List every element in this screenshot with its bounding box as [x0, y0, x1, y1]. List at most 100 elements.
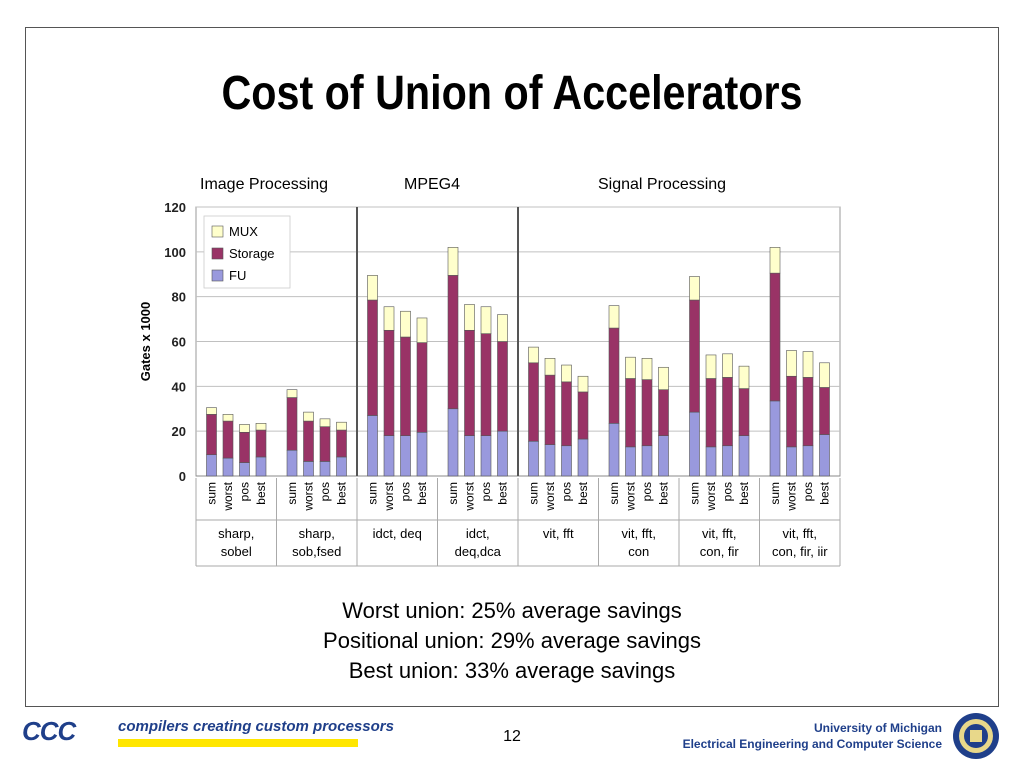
- bar-segment-fu: [769, 400, 781, 477]
- bar-segment-mux: [480, 306, 492, 334]
- bar-segment-fu: [641, 445, 653, 477]
- bar-segment-mux: [206, 407, 217, 415]
- category-label: pos: [399, 482, 413, 501]
- bar-segment-fu: [689, 411, 700, 477]
- bar-segment-mux: [319, 418, 331, 427]
- category-label: pos: [318, 482, 332, 501]
- group-category-label: con: [628, 544, 649, 559]
- legend-swatch: [211, 269, 224, 282]
- bar-segment-mux: [769, 247, 781, 274]
- department-name: Electrical Engineering and Computer Scie…: [682, 737, 942, 751]
- category-label: best: [657, 481, 671, 504]
- bar-segment-storage: [367, 299, 378, 416]
- bar-segment-fu: [206, 454, 217, 477]
- bar-segment-storage: [383, 329, 395, 436]
- category-label: pos: [238, 482, 252, 501]
- bar-segment-fu: [544, 444, 556, 477]
- bar-segment-storage: [416, 342, 428, 433]
- bar-segment-fu: [722, 445, 733, 477]
- y-tick-label: 120: [164, 200, 186, 215]
- category-label: worst: [221, 481, 235, 511]
- category-label: worst: [463, 481, 477, 511]
- bar-segment-storage: [689, 299, 700, 413]
- bar-segment-storage: [464, 329, 475, 436]
- category-label: worst: [382, 481, 396, 511]
- bar-segment-storage: [769, 272, 781, 402]
- bar-segment-mux: [577, 375, 589, 393]
- bar-segment-mux: [497, 314, 508, 342]
- category-label: pos: [721, 482, 735, 501]
- bar-segment-mux: [625, 356, 636, 379]
- bar-segment-mux: [641, 358, 653, 380]
- summary-worst: Worst union: 25% average savings: [342, 598, 682, 623]
- category-label: best: [576, 481, 590, 504]
- bar-segment-fu: [786, 446, 797, 477]
- bar-segment-mux: [738, 365, 750, 389]
- bar-segment-mux: [447, 247, 459, 276]
- legend-label: Storage: [229, 246, 275, 261]
- group-category-label: idct,: [466, 526, 490, 541]
- bar-segment-mux: [367, 275, 378, 301]
- category-label: sum: [205, 482, 219, 505]
- category-label: pos: [801, 482, 815, 501]
- bar-segment-mux: [222, 414, 234, 422]
- bar-segment-fu: [625, 446, 636, 477]
- bar-segment-fu: [222, 457, 234, 477]
- group-category-label: sharp,: [299, 526, 335, 541]
- bar-segment-storage: [480, 333, 492, 436]
- legend-swatch: [211, 225, 224, 238]
- category-label: best: [737, 481, 751, 504]
- y-tick-label: 0: [179, 469, 186, 484]
- group-category-label: con, fir, iir: [772, 544, 828, 559]
- bar-segment-fu: [367, 415, 378, 477]
- bar-segment-storage: [497, 341, 508, 432]
- category-label: sum: [688, 482, 702, 505]
- bar-segment-fu: [497, 430, 508, 477]
- bar-segment-storage: [561, 381, 572, 447]
- bar-segment-fu: [802, 445, 814, 477]
- bar-segment-storage: [658, 389, 669, 436]
- bar-segment-fu: [383, 435, 395, 477]
- ccc-logo: CCC: [22, 716, 76, 746]
- category-label: worst: [785, 481, 799, 511]
- category-label: sum: [446, 482, 460, 505]
- bar-segment-fu: [416, 431, 428, 477]
- footer-tagline: compilers creating custom processors: [118, 718, 394, 735]
- bar-segment-storage: [819, 387, 830, 435]
- category-label: best: [496, 481, 510, 504]
- group-category-label: sobel: [221, 544, 252, 559]
- bar-segment-mux: [255, 423, 267, 431]
- bar-segment-fu: [705, 446, 717, 477]
- bar-segment-fu: [658, 435, 669, 477]
- bar-segment-mux: [722, 353, 733, 378]
- category-label: pos: [479, 482, 493, 501]
- bar-segment-fu: [319, 461, 331, 477]
- summary-best: Best union: 33% average savings: [348, 658, 676, 683]
- bar-segment-mux: [608, 305, 620, 329]
- bar-segment-storage: [544, 374, 556, 445]
- bar-segment-storage: [722, 377, 733, 447]
- group-category-label: sob,fsed: [292, 544, 341, 559]
- y-axis-label: Gates x 1000: [138, 302, 153, 382]
- university-seal-icon: [953, 713, 999, 759]
- bar-segment-storage: [528, 362, 539, 442]
- bar-segment-mux: [336, 421, 347, 431]
- bar-segment-fu: [819, 434, 830, 477]
- bar-segment-mux: [416, 317, 428, 343]
- bar-segment-fu: [464, 435, 475, 477]
- slide-title: Cost of Union of Accelerators: [221, 67, 803, 120]
- footer-yellow-bar: [118, 739, 358, 747]
- bar-segment-mux: [561, 364, 572, 383]
- bar-segment-storage: [786, 375, 797, 448]
- category-label: sum: [366, 482, 380, 505]
- university-name: University of Michigan: [813, 721, 942, 735]
- bar-segment-mux: [689, 276, 700, 301]
- group-category-label: deq,dca: [455, 544, 502, 559]
- category-label: best: [415, 481, 429, 504]
- bar-segment-storage: [319, 426, 331, 462]
- bar-segment-mux: [658, 366, 669, 390]
- bar-segment-fu: [528, 440, 539, 477]
- category-label: worst: [704, 481, 718, 511]
- bar-segment-storage: [303, 420, 314, 462]
